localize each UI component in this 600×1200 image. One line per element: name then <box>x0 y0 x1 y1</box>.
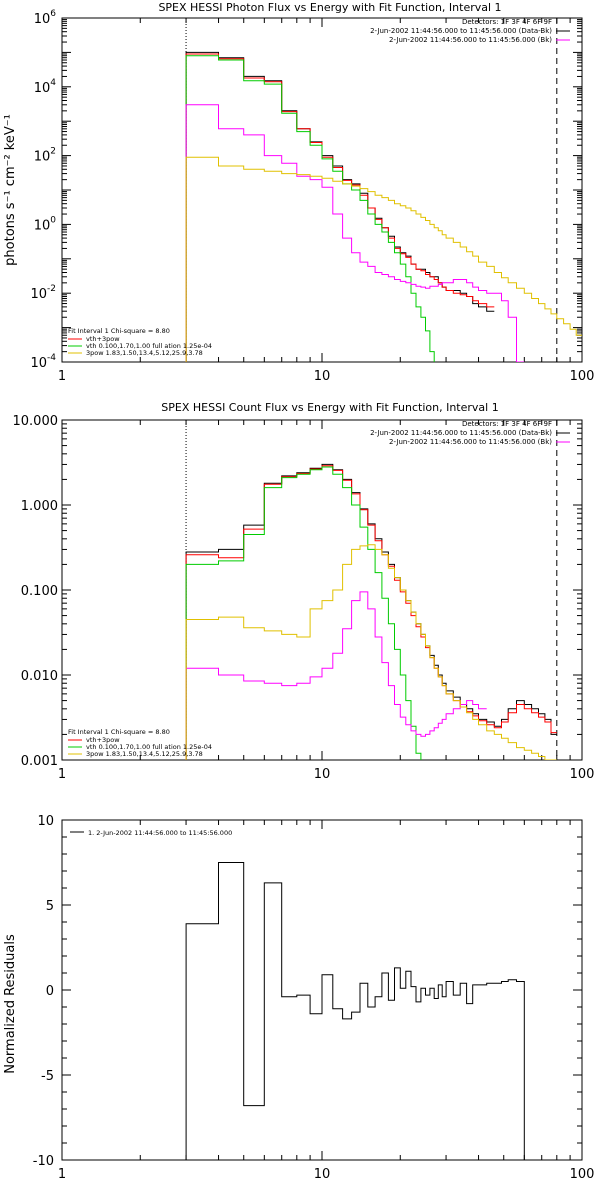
y-tick-label: 0 <box>46 984 54 999</box>
legend-data-minus-bk: 2-Jun-2002 11:44:56.000 to 11:45:56.000 … <box>370 429 552 437</box>
legend-fit-interval: Fit Interval 1 Chi-square = 8.80 <box>68 327 170 335</box>
photon-legend-bottom: Fit Interval 1 Chi-square = 8.80 vth+3po… <box>68 327 212 357</box>
x-tick-label: 100 <box>570 767 595 782</box>
series-line-1 <box>185 465 557 760</box>
legend-vth: vth 0.100,1.70,1.00 full ation 1.25e-04 <box>86 342 212 350</box>
residuals-plot-area: 1 10 100 -10 -5 0 5 10 <box>33 814 595 1182</box>
y-tick-label: -5 <box>41 1069 54 1084</box>
series-line-2 <box>185 466 422 760</box>
y-tick-label: 5 <box>46 899 54 914</box>
y-tick-label: 0.100 <box>21 584 58 599</box>
residuals-legend: 1. 2-Jun-2002 11:44:56.000 to 11:45:56.0… <box>88 829 232 837</box>
series-line-3 <box>185 104 525 362</box>
legend-detectors: Detectors: 1F 3F 4F 6F 9F <box>462 420 552 428</box>
y-tick-label: -10 <box>33 1154 54 1169</box>
series-line-4 <box>185 544 557 760</box>
y-tick-label: 0.001 <box>21 754 58 769</box>
residuals-panel: Normalized Residuals 1 10 100 -10 -5 0 5 10 1. … <box>3 814 594 1182</box>
y-tick-label: 104 <box>34 78 57 96</box>
y-tick-label: 10-4 <box>30 353 56 371</box>
x-tick-label: 1 <box>58 369 66 384</box>
series-line-0 <box>185 463 557 760</box>
legend-vth: vth 0.100,1.70,1.00 full ation 1.25e-04 <box>86 743 212 751</box>
count-legend-bottom: Fit Interval 1 Chi-square = 8.80 vth+3po… <box>68 728 212 758</box>
series-line-0 <box>185 862 525 1160</box>
legend-vth-3pow: vth+3pow <box>86 335 120 343</box>
x-tick-label: 100 <box>570 369 595 384</box>
x-tick-label: 1 <box>58 1167 66 1182</box>
series-line-1 <box>185 53 495 362</box>
legend-data-minus-bk: 2-Jun-2002 11:44:56.000 to 11:45:56.000 … <box>370 27 552 35</box>
y-tick-label: 10.000 <box>13 414 59 429</box>
count-plot-area: 1 10 100 0.001 0.010 0.100 1.000 10.000 <box>13 414 595 782</box>
legend-3pow: 3pow 1.83,1.50,13.4,5.12,25.9,3.78 <box>86 750 203 758</box>
residuals-y-axis-label: Normalized Residuals <box>3 934 18 1074</box>
legend-background: 2-Jun-2002 11:44:56.000 to 11:45:56.000 … <box>389 36 552 44</box>
plot-frame <box>61 17 583 363</box>
photon-flux-panel: SPEX HESSI Photon Flux vs Energy with Fi… <box>3 1 594 384</box>
x-tick-label: 10 <box>314 767 331 782</box>
plot-frame <box>61 419 583 761</box>
y-tick-label: 100 <box>34 215 57 233</box>
legend-detectors: Detectors: 1F 3F 4F 6F 9F <box>462 18 552 26</box>
series-line-3 <box>185 591 487 760</box>
count-chart-title: SPEX HESSI Count Flux vs Energy with Fit… <box>161 401 498 414</box>
legend-3pow: 3pow 1.83,1.50,13.4,5.12,25.9,3.78 <box>86 349 203 357</box>
legend-background: 2-Jun-2002 11:44:56.000 to 11:45:56.000 … <box>389 438 552 446</box>
series-line-0 <box>185 51 495 362</box>
x-tick-label: 1 <box>58 767 66 782</box>
photon-chart-title: SPEX HESSI Photon Flux vs Energy with Fi… <box>158 1 501 14</box>
x-tick-label: 10 <box>314 1167 331 1182</box>
count-flux-panel: SPEX HESSI Count Flux vs Energy with Fit… <box>13 401 595 782</box>
photon-legend-top: Detectors: 1F 3F 4F 6F 9F 2-Jun-2002 11:… <box>370 18 570 44</box>
y-tick-label: 0.010 <box>21 669 58 684</box>
y-tick-label: 102 <box>34 147 56 165</box>
y-tick-label: 10 <box>37 814 54 829</box>
y-tick-label: 106 <box>34 9 57 27</box>
x-tick-label: 10 <box>314 369 331 384</box>
photon-y-axis-label: photons s⁻¹ cm⁻² keV⁻¹ <box>3 114 18 266</box>
x-tick-label: 100 <box>570 1167 595 1182</box>
series-line-4 <box>185 156 582 362</box>
y-tick-label: 1.000 <box>21 499 58 514</box>
count-legend-top: Detectors: 1F 3F 4F 6F 9F 2-Jun-2002 11:… <box>370 420 570 446</box>
legend-vth-3pow: vth+3pow <box>86 736 120 744</box>
legend-fit-interval: Fit Interval 1 Chi-square = 8.80 <box>68 728 170 736</box>
y-tick-label: 10-2 <box>30 284 56 302</box>
series-line-2 <box>185 55 435 362</box>
